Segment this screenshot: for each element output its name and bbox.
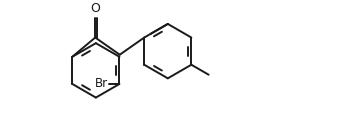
Text: Br: Br [95, 77, 108, 90]
Text: O: O [90, 2, 100, 15]
